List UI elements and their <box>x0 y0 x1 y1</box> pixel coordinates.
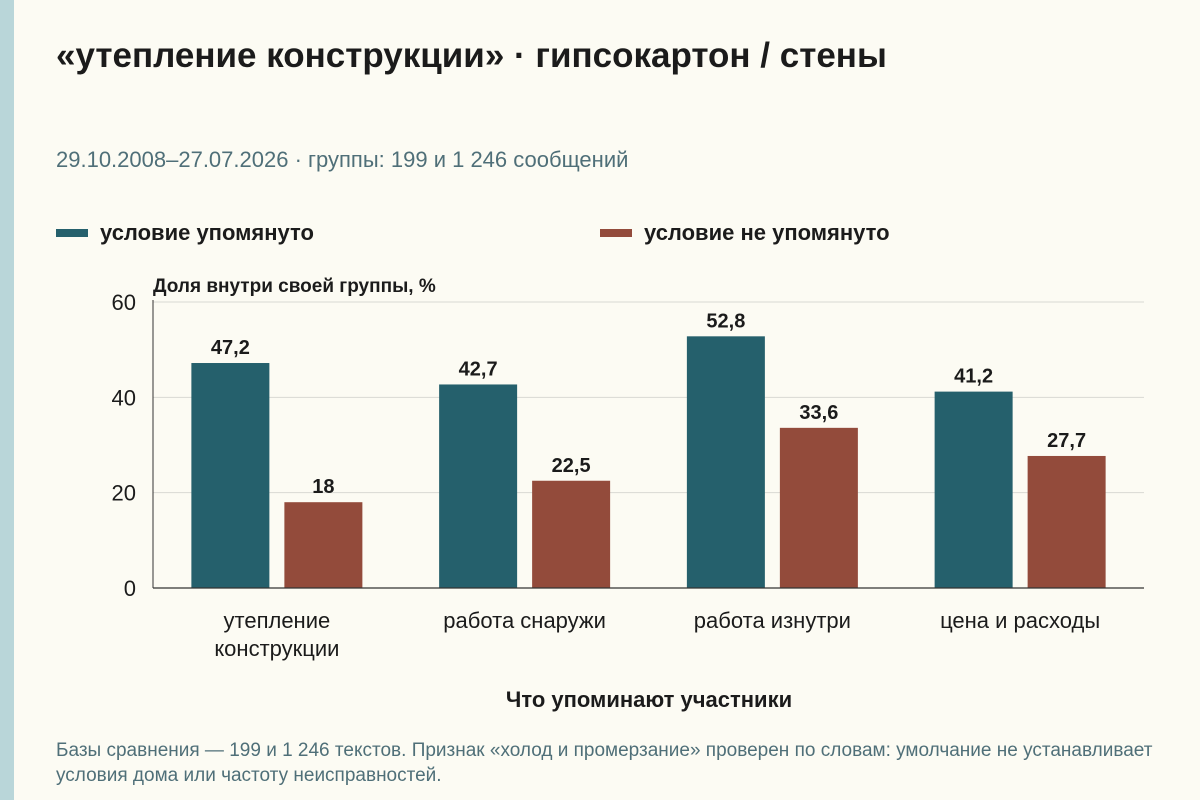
bar-value-label: 42,7 <box>459 358 498 380</box>
legend-swatch-series-a <box>56 229 88 237</box>
legend-label-series-a: условие упомянуто <box>100 220 314 245</box>
y-tick-label: 0 <box>124 576 136 601</box>
legend-label-series-b: условие не упомянуто <box>644 220 890 245</box>
bar-series-b <box>532 480 611 588</box>
x-axis-title: Что упоминают участники <box>506 687 792 712</box>
x-tick-label: утепление конструкции <box>214 608 339 661</box>
bar-value-label: 27,7 <box>1047 430 1086 452</box>
y-tick-label: 60 <box>112 290 136 315</box>
left-accent-strip <box>0 0 14 800</box>
bar-series-a <box>191 363 270 588</box>
bar-value-label: 52,8 <box>706 310 745 332</box>
y-tick-label: 20 <box>112 481 136 506</box>
bar-series-b <box>284 502 363 588</box>
bar-series-a <box>686 336 765 588</box>
bar-series-b <box>779 427 858 588</box>
x-tick-label: цена и расходы <box>940 608 1100 633</box>
legend-swatch-series-b <box>600 229 632 237</box>
bar-value-label: 47,2 <box>211 337 250 359</box>
page-subtitle: 29.10.2008–27.07.2026 · группы: 199 и 1 … <box>56 147 629 172</box>
y-tick-label: 40 <box>112 385 136 410</box>
legend-item-series-b: условие не упомянуто <box>600 219 890 247</box>
x-tick-label: работа снаружи <box>443 608 606 633</box>
page-title: «утепление конструкции» · гипсокартон / … <box>56 36 887 75</box>
bar-series-b <box>1027 455 1106 588</box>
footnote: Базы сравнения — 199 и 1 246 текстов. Пр… <box>56 740 1153 786</box>
y-axis-title: Доля внутри своей группы, % <box>153 276 436 297</box>
x-tick-label: работа изнутри <box>694 608 851 633</box>
bar-value-label: 18 <box>312 476 334 498</box>
bar-series-a <box>934 391 1013 588</box>
bar-value-label: 41,2 <box>954 366 993 388</box>
legend-item-series-a: условие упомянуто <box>56 219 314 247</box>
bar-value-label: 22,5 <box>552 455 591 477</box>
bar-value-label: 33,6 <box>799 402 838 424</box>
bar-series-a <box>439 384 518 588</box>
